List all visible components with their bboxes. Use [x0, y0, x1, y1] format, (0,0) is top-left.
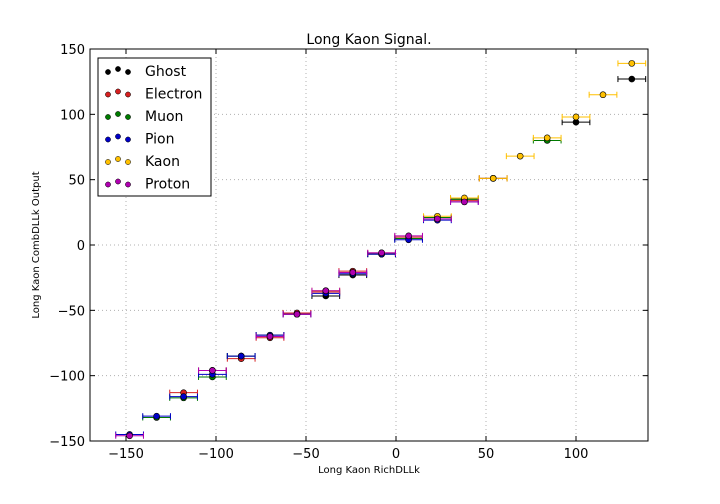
legend-label: Pion: [145, 132, 174, 148]
legend-marker: [125, 136, 131, 143]
legend: Ghost Electron Muon Pion Kaon Proton: [97, 57, 212, 197]
data-point: [126, 432, 133, 440]
legend-marker: [105, 136, 111, 143]
data-point: [378, 249, 385, 257]
x-tick-label: 0: [392, 447, 400, 462]
data-point: [266, 333, 274, 340]
y-tick-label: −100: [49, 370, 85, 385]
y-tick-label: 0: [77, 239, 85, 254]
x-tick-label: −100: [198, 447, 234, 462]
legend-entry: Proton: [105, 177, 190, 193]
legend-marker: [105, 181, 111, 188]
chart-title: Long Kaon Signal.: [306, 32, 431, 48]
legend-marker: [115, 156, 121, 162]
data-point: [349, 269, 357, 276]
y-tick-label: 50: [68, 174, 85, 189]
legend-box: [97, 57, 212, 197]
x-tick-label: 50: [478, 447, 495, 462]
legend-marker: [105, 114, 111, 120]
legend-marker: [115, 111, 121, 117]
x-tick-label: −50: [292, 447, 319, 462]
y-tick-label: 100: [60, 108, 85, 123]
x-axis-label: Long Kaon RichDLLk: [318, 465, 420, 476]
x-tick-label: −150: [108, 447, 144, 462]
legend-label: Ghost: [145, 64, 187, 80]
legend-marker: [105, 159, 111, 165]
legend-label: Kaon: [145, 154, 180, 170]
data-point: [209, 367, 216, 374]
legend-marker: [125, 91, 131, 98]
ticks: −150 −100 −50 0 50 100 −150 −100 −50 0 50 100 150: [49, 43, 648, 462]
legend-label: Electron: [145, 87, 202, 103]
legend-marker: [115, 133, 121, 140]
legend-marker: [105, 69, 111, 75]
legend-entry: Ghost: [105, 64, 187, 80]
data-point: [543, 134, 551, 142]
data-point: [405, 232, 412, 240]
x-tick-label: 100: [564, 447, 589, 462]
data-point: [180, 393, 187, 400]
data-point: [237, 352, 245, 360]
y-axis-label: Long Kaon CombDLLk Output: [31, 171, 42, 318]
data-point: [293, 310, 301, 318]
data-point: [153, 412, 160, 420]
legend-label: Proton: [145, 177, 190, 193]
legend-marker: [125, 114, 131, 120]
data-point: [628, 75, 636, 83]
data-point: [516, 152, 524, 160]
legend-marker: [125, 69, 131, 75]
data-layer: [115, 60, 647, 440]
data-point: [599, 91, 607, 99]
data-point: [628, 60, 636, 67]
legend-entry: Pion: [105, 132, 174, 148]
data-point: [489, 175, 497, 182]
data-point: [434, 215, 441, 223]
y-tick-label: −150: [49, 435, 85, 450]
legend-marker: [115, 66, 121, 72]
legend-marker: [125, 159, 131, 165]
y-tick-label: 150: [60, 43, 85, 58]
legend-entry: Kaon: [105, 154, 180, 170]
legend-marker: [125, 181, 131, 188]
data-point: [572, 113, 580, 121]
legend-marker: [115, 178, 121, 185]
legend-entry: Electron: [105, 87, 202, 103]
legend-entry: Muon: [105, 109, 183, 125]
data-point: [322, 287, 330, 295]
legend-marker: [105, 91, 111, 98]
series-proton: [115, 198, 479, 440]
data-point: [461, 198, 468, 206]
legend-marker: [115, 88, 121, 95]
legend-label: Muon: [145, 109, 183, 125]
y-tick-label: −50: [58, 304, 85, 319]
